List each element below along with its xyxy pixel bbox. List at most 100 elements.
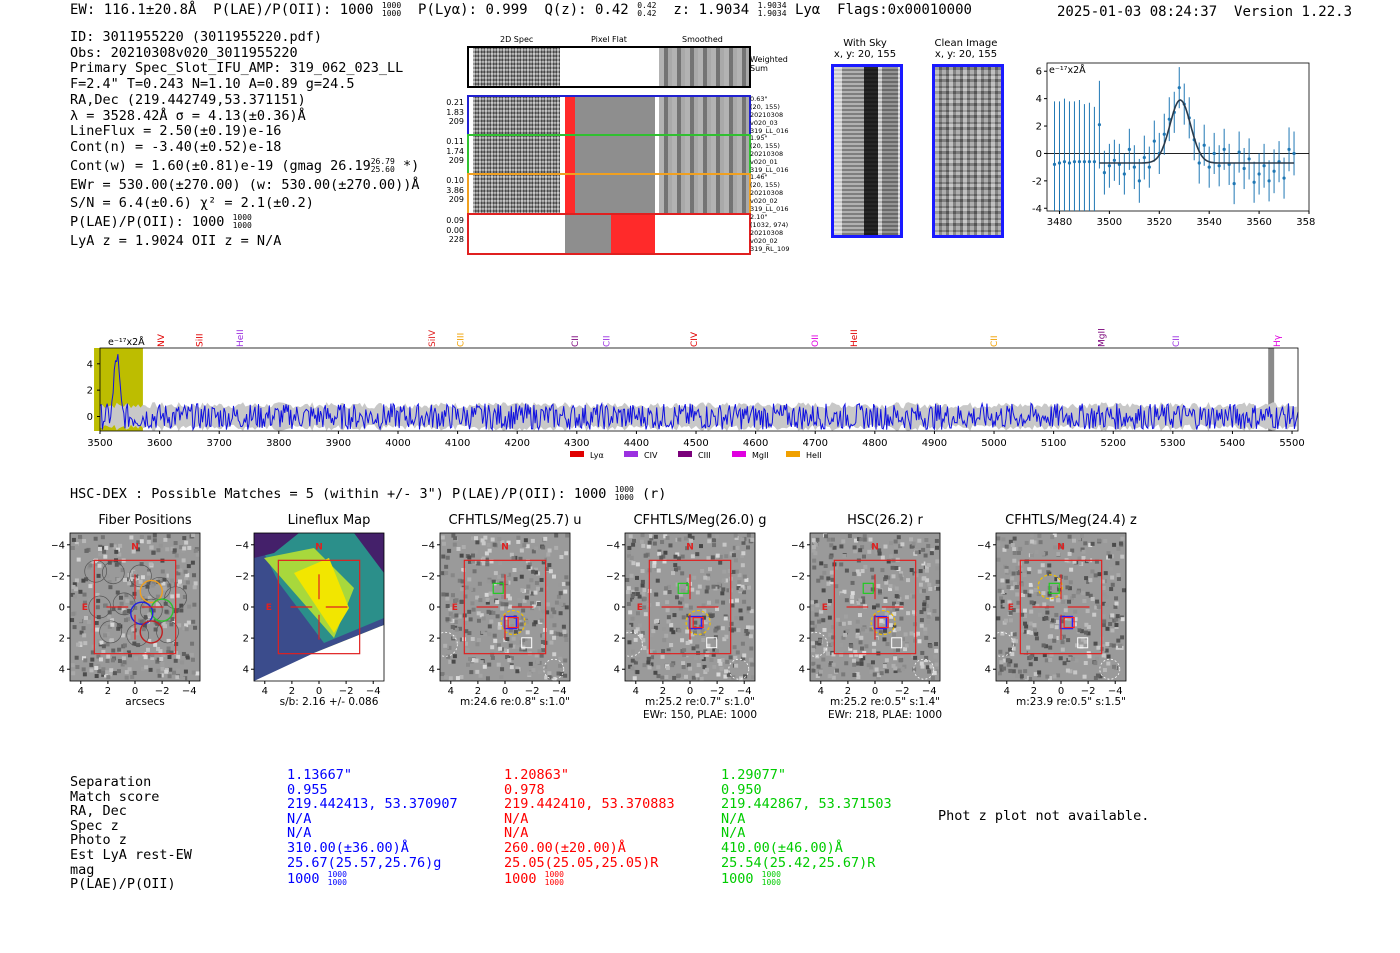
- noise-pixel: [533, 590, 538, 595]
- stamp-left-stats: 0.21 1.83 209: [440, 98, 464, 127]
- noise-pixel: [719, 666, 724, 671]
- noise-pixel: [1002, 620, 1007, 625]
- noise-pixel: [132, 670, 137, 675]
- noise-pixel: [528, 661, 533, 666]
- photz-note: Phot z plot not available.: [938, 808, 1150, 824]
- noise-pixel: [115, 590, 120, 595]
- noise-pixel: [562, 629, 567, 634]
- noise-pixel: [110, 622, 115, 627]
- noise-pixel: [1027, 567, 1032, 572]
- noise-pixel: [504, 580, 509, 585]
- noise-pixel: [747, 585, 752, 590]
- noise-pixel: [458, 571, 463, 576]
- noise-pixel: [1005, 651, 1010, 656]
- data-point: [1197, 161, 1201, 165]
- noise-pixel: [136, 643, 141, 648]
- noise-pixel: [662, 638, 667, 643]
- noise-pixel: [642, 645, 647, 650]
- match-plae-value: 1000: [721, 871, 754, 888]
- noise-pixel: [923, 627, 928, 632]
- noise-pixel: [183, 569, 188, 574]
- match-value: 0.955: [287, 781, 328, 798]
- noise-pixel: [1044, 658, 1049, 663]
- noise-pixel: [141, 627, 146, 632]
- noise-pixel: [852, 662, 857, 667]
- noise-pixel: [134, 631, 139, 636]
- noise-pixel: [918, 569, 923, 574]
- spectrum-line: [99, 354, 1299, 432]
- noise-pixel: [666, 619, 671, 624]
- cutout-title: Fiber Positions: [98, 513, 192, 528]
- noise-pixel: [700, 569, 705, 574]
- noise-pixel: [104, 673, 109, 678]
- y-tick-label: 4: [243, 665, 249, 676]
- noise-pixel: [646, 660, 651, 665]
- noise-pixel: [642, 596, 647, 601]
- noise-pixel: [932, 670, 937, 675]
- noise-pixel: [842, 553, 847, 558]
- noise-pixel: [733, 655, 738, 660]
- noise-pixel: [139, 562, 144, 567]
- noise-pixel: [1095, 673, 1100, 678]
- noise-pixel: [721, 578, 726, 583]
- noise-pixel: [1002, 658, 1007, 663]
- noise-pixel: [709, 658, 714, 663]
- noise-pixel: [654, 566, 659, 571]
- noise-pixel: [652, 560, 657, 565]
- noise-pixel: [998, 564, 1003, 569]
- noise-pixel: [504, 602, 509, 607]
- noise-pixel: [519, 622, 524, 627]
- noise-pixel: [899, 657, 904, 662]
- noise-pixel: [726, 672, 731, 677]
- noise-pixel: [675, 552, 680, 557]
- noise-pixel: [1022, 608, 1027, 613]
- noise-pixel: [669, 624, 674, 629]
- noise-pixel: [742, 574, 747, 579]
- x-tick-label: 4800: [862, 438, 887, 449]
- noise-pixel: [558, 632, 563, 637]
- noise-pixel: [122, 660, 127, 665]
- noise-pixel: [467, 559, 472, 564]
- noise-pixel: [1023, 669, 1028, 674]
- noise-pixel: [655, 602, 660, 607]
- noise-pixel: [649, 633, 654, 638]
- x-tick-label: −4: [922, 686, 937, 697]
- header-flags: Flags:0x00010000: [837, 2, 972, 18]
- noise-pixel: [461, 568, 466, 573]
- noise-pixel: [185, 573, 190, 578]
- noise-pixel: [856, 537, 861, 542]
- spectrum-stamp: [467, 213, 751, 255]
- noise-pixel: [829, 661, 834, 666]
- x-tick-label: 4600: [743, 438, 768, 449]
- x-tick-label: 4300: [564, 438, 589, 449]
- hsc-summary: HSC-DEX : Possible Matches = 5 (within +…: [70, 485, 667, 503]
- noise-pixel: [893, 666, 898, 671]
- noise-pixel: [175, 593, 180, 598]
- noise-pixel: [104, 545, 109, 550]
- noise-pixel: [73, 587, 78, 592]
- noise-pixel: [530, 591, 535, 596]
- noise-pixel: [687, 533, 692, 538]
- noise-pixel: [95, 605, 100, 610]
- noise-pixel: [893, 669, 898, 674]
- noise-pixel: [1111, 643, 1116, 648]
- noise-pixel: [718, 661, 723, 666]
- cutout-caption: arcsecs: [125, 696, 165, 708]
- noise-pixel: [1012, 547, 1017, 552]
- noise-pixel: [481, 541, 486, 546]
- noise-pixel: [742, 599, 747, 604]
- match-column: 1.29077" 0.950 219.442867, 53.371503 N/A N/A…: [721, 768, 892, 889]
- noise-pixel: [672, 675, 677, 680]
- noise-pixel: [90, 650, 95, 655]
- noise-pixel: [557, 582, 562, 587]
- noise-pixel: [536, 571, 541, 576]
- noise-pixel: [1103, 579, 1108, 584]
- noise-pixel: [166, 650, 171, 655]
- noise-pixel: [160, 666, 165, 671]
- noise-pixel: [899, 601, 904, 606]
- noise-pixel: [715, 599, 720, 604]
- noise-pixel: [919, 589, 924, 594]
- y-axis-label: e⁻¹⁷x2Å: [108, 336, 145, 348]
- noise-pixel: [101, 650, 106, 655]
